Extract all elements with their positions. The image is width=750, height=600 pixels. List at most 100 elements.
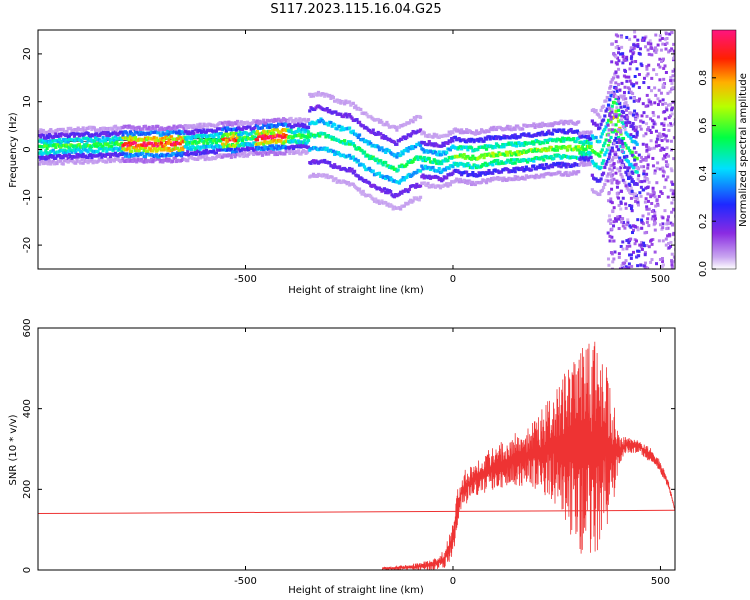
- spectral-cell: [74, 150, 78, 155]
- spectral-cell: [351, 141, 355, 146]
- spectral-cell: [668, 32, 672, 36]
- spectral-cell: [609, 251, 613, 255]
- spectral-cell: [46, 157, 50, 161]
- spectral-cell: [512, 177, 516, 182]
- spectral-cell: [663, 110, 667, 114]
- spectral-cell: [211, 141, 215, 145]
- spectral-cell: [618, 113, 622, 117]
- spectral-cell: [664, 106, 668, 110]
- spectral-cell: [638, 180, 642, 184]
- spectral-cell: [617, 252, 621, 256]
- spectral-cell: [644, 104, 648, 108]
- spectral-cell: [492, 136, 496, 141]
- spectral-cell: [269, 134, 273, 138]
- spectral-cell: [243, 151, 247, 155]
- spectral-cell: [620, 95, 624, 99]
- spectral-cell: [352, 169, 357, 173]
- spectral-cell: [466, 181, 470, 185]
- y-tick-label: 10: [22, 95, 33, 108]
- spectral-cell: [391, 207, 395, 211]
- spectral-cell: [493, 135, 497, 139]
- spectral-cell: [115, 140, 119, 144]
- spectral-cell: [371, 169, 375, 173]
- spectral-cell: [84, 128, 88, 133]
- spectral-cell: [650, 46, 654, 50]
- spectral-cell: [625, 154, 629, 158]
- spectral-cell: [411, 120, 415, 124]
- spectral-cell: [642, 157, 646, 161]
- spectral-cell: [347, 126, 352, 130]
- spectral-cell: [298, 132, 302, 137]
- spectral-cell: [315, 93, 319, 97]
- spectral-cell: [669, 139, 673, 143]
- spectral-cell: [371, 197, 375, 201]
- spectral-cell: [635, 99, 639, 103]
- spectral-cell: [377, 171, 382, 175]
- spectral-cell: [611, 123, 615, 127]
- spectral-cell: [630, 264, 634, 268]
- spectral-cell: [49, 128, 53, 132]
- spectral-cell: [465, 128, 469, 132]
- spectral-cell: [441, 178, 445, 182]
- spectral-cell: [670, 169, 674, 173]
- spectral-cell: [653, 228, 657, 232]
- spectral-cell: [654, 93, 658, 97]
- spectral-cell: [182, 132, 186, 136]
- spectral-cell: [669, 188, 673, 192]
- spectral-cell: [639, 165, 643, 169]
- spectral-cell: [654, 204, 658, 208]
- spectral-cell: [150, 157, 154, 161]
- spectral-cell: [47, 129, 52, 133]
- spectral-cell: [651, 215, 655, 219]
- spectral-cell: [672, 157, 675, 161]
- spectral-cell: [125, 131, 129, 135]
- spectral-cell: [59, 159, 63, 163]
- spectral-cell: [367, 166, 372, 170]
- spectral-cell: [572, 164, 576, 168]
- spectral-cell: [506, 167, 510, 172]
- spectral-cell: [494, 161, 499, 166]
- spectral-cell: [110, 146, 114, 150]
- spectral-cell: [227, 120, 231, 124]
- spectral-cell: [422, 181, 426, 185]
- spectral-cell: [270, 144, 275, 148]
- spectral-cell: [608, 86, 612, 90]
- spectral-cell: [619, 173, 623, 177]
- spectral-cell: [639, 194, 643, 198]
- spectral-cell: [303, 123, 307, 127]
- spectral-cell: [637, 51, 641, 55]
- spectral-cell: [565, 148, 570, 152]
- spectral-cell: [407, 160, 411, 164]
- spectral-cell: [509, 141, 514, 145]
- spectral-cell: [664, 160, 668, 164]
- spectral-cell: [407, 187, 411, 192]
- spectral-cell: [55, 161, 59, 166]
- spectral-cell: [613, 128, 617, 132]
- spectral-cell: [653, 86, 657, 90]
- spectral-cell: [570, 172, 575, 176]
- spectral-cell: [663, 37, 667, 41]
- spectral-cell: [632, 99, 636, 103]
- spectral-cell: [641, 214, 645, 218]
- spectral-cell: [380, 174, 384, 178]
- spectral-cell: [299, 135, 303, 140]
- spectral-cell: [402, 178, 406, 182]
- spectral-cell: [619, 189, 623, 193]
- spectral-cell: [493, 159, 497, 163]
- spectral-cell: [250, 143, 255, 147]
- spectral-cell: [617, 203, 621, 207]
- spectral-cell: [511, 161, 515, 165]
- spectral-cell: [641, 222, 645, 226]
- spectral-cell: [630, 82, 634, 86]
- spectral-cell: [196, 157, 200, 162]
- spectral-cell: [621, 178, 625, 182]
- spectral-cell: [615, 129, 619, 134]
- spectral-cell: [631, 121, 635, 125]
- spectral-cell: [661, 98, 665, 102]
- spectral-cell: [238, 121, 242, 126]
- spectral-cell: [667, 154, 671, 158]
- spectral-cell: [127, 146, 131, 150]
- spectral-cell: [39, 138, 43, 142]
- spectral-cell: [38, 130, 42, 134]
- spectral-cell: [135, 160, 139, 164]
